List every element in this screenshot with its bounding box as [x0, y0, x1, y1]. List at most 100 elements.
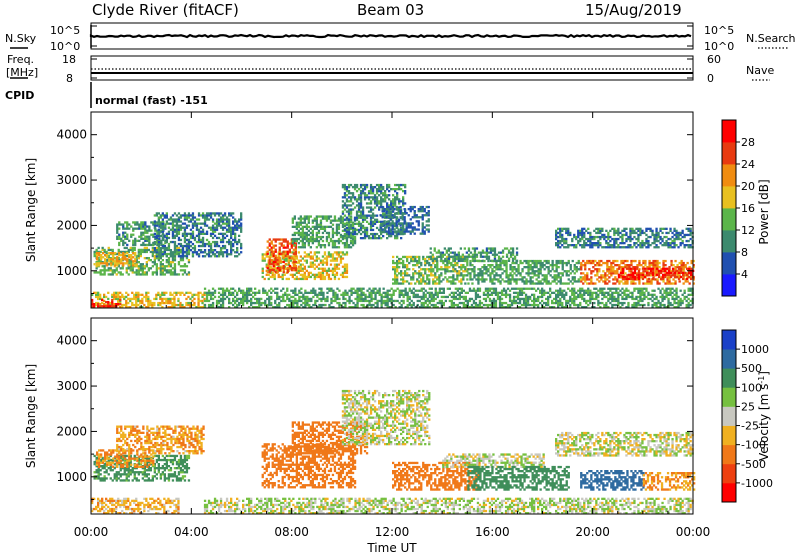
power-cells-cell-3 — [153, 303, 156, 307]
power-cells-cell-0 — [97, 257, 100, 260]
power-cells-cell-5 — [187, 238, 191, 242]
power-cells-cell-8 — [305, 233, 308, 237]
power-cells-cell-7 — [276, 262, 279, 266]
power-cells-cell-5 — [223, 212, 227, 215]
power-cells-cell-0 — [125, 254, 128, 258]
power-cells-cell-12 — [453, 253, 456, 256]
power-cells-cell-6 — [261, 255, 264, 258]
power-cells-cell-13 — [509, 272, 512, 275]
power-cells-cell-1 — [120, 258, 123, 261]
power-cells-cell-14 — [565, 246, 568, 249]
power-cells-cell-7 — [282, 271, 285, 274]
power-cells-cell-10 — [381, 216, 384, 219]
power-cells-cell-0 — [177, 273, 181, 276]
power-cells-cell-15 — [638, 259, 641, 263]
power-cells-cell-13 — [473, 272, 476, 275]
power-cells-cell-12 — [485, 253, 489, 256]
power-cells-cell-17 — [242, 291, 245, 294]
power-cells-cell-13 — [491, 280, 494, 283]
power-cells-cell-15 — [644, 270, 647, 273]
power-cells-cell-15 — [648, 266, 651, 269]
power-cells-cell-15 — [662, 261, 665, 265]
power-cells-cell-2 — [122, 231, 125, 234]
power-cells-cell-15 — [670, 259, 673, 263]
power-cells-cell-15 — [600, 278, 603, 281]
power-cells-cell-9 — [378, 186, 381, 189]
power-cells-cell-7 — [268, 256, 271, 259]
power-cells-cell-13 — [469, 259, 472, 263]
power-cells-cell-14 — [571, 244, 574, 247]
power-cells-cell-2 — [124, 221, 127, 224]
power-cells-cell-7 — [270, 269, 273, 272]
power-cells-cell-12 — [483, 251, 487, 254]
power-cells-cell-5 — [232, 242, 235, 246]
power-cells-cell-12 — [461, 253, 464, 256]
power-cells-cell-6 — [297, 267, 300, 270]
power-cells-cell-9 — [386, 220, 389, 223]
power-cells-cell-10 — [425, 224, 428, 227]
power-cells-cell-5 — [173, 224, 177, 227]
power-cells-cell-17 — [318, 287, 321, 290]
power-cells-cell-10 — [385, 208, 388, 211]
power-cells-cell-8 — [321, 215, 325, 218]
power-cells-cell-0 — [161, 271, 164, 274]
power-cells-cell-5 — [161, 244, 164, 248]
power-cells-cell-0 — [99, 261, 102, 264]
power-cells-cell-17 — [236, 297, 239, 301]
power-cells-cell-13 — [553, 276, 556, 279]
power-cells-cell-15 — [614, 259, 617, 263]
power-cells-cell-5 — [232, 222, 235, 225]
power-cells-cell-5 — [230, 232, 233, 235]
power-cells-cell-0 — [171, 273, 175, 276]
power-cells-cell-12 — [515, 253, 519, 256]
power-cells-cell-8 — [291, 239, 294, 243]
power-cells-cell-0 — [137, 267, 140, 270]
power-cells-cell-14 — [589, 246, 592, 249]
power-cells-cell-16 — [671, 269, 675, 272]
power-cells-cell-9 — [398, 198, 401, 201]
power-cells-cell-6 — [331, 267, 335, 270]
power-cells-cell-6 — [337, 251, 341, 254]
power-cells-cell-9 — [373, 196, 377, 199]
power-cells-cell-9 — [380, 237, 383, 240]
power-cells-cell-9 — [363, 216, 367, 219]
power-cells-cell-13 — [485, 272, 488, 275]
power-cells-cell-0 — [117, 250, 120, 254]
power-cells-cell-16 — [635, 273, 639, 276]
power-cells-cell-14 — [619, 242, 622, 245]
power-cells-cell-14 — [637, 237, 640, 241]
power-cells-cell-2 — [152, 241, 155, 245]
power-cells-cell-0 — [109, 261, 112, 264]
power-cells-cell-0 — [169, 269, 173, 272]
power-cells-cell-8 — [305, 215, 308, 218]
power-cells-cell-13 — [487, 268, 490, 271]
power-cells-cell-9 — [386, 232, 389, 236]
power-cells-cell-3 — [181, 291, 184, 294]
power-cells-cell-14 — [615, 242, 618, 245]
power-cells-cell-17 — [282, 297, 285, 301]
power-cells-cell-9 — [371, 216, 375, 219]
power-cells-cell-15 — [644, 261, 647, 265]
power-cells-cell-17 — [205, 297, 209, 301]
power-cells-cell-9 — [373, 220, 377, 223]
power-cells-cell-10 — [427, 228, 430, 231]
power-cells-cell-14 — [673, 242, 676, 245]
power-cells-cell-0 — [125, 269, 128, 272]
power-cells-cell-9 — [343, 183, 347, 187]
power-cells-cell-17 — [256, 291, 259, 294]
power-cells-cell-17 — [207, 289, 211, 292]
power-cells-cell-5 — [185, 216, 189, 219]
power-cells-cell-5 — [183, 212, 187, 215]
power-cells-cell-6 — [273, 275, 276, 279]
power-cells-cell-14 — [649, 244, 652, 247]
power-cells-cell-14 — [555, 244, 558, 247]
power-cells-cell-15 — [656, 278, 659, 281]
power-cells-cell-16 — [617, 275, 621, 279]
power-cells-cell-4 — [103, 303, 106, 306]
power-cells-cell-15 — [604, 272, 607, 275]
power-cells-cell-11 — [404, 264, 407, 267]
power-cells-cell-5 — [213, 244, 217, 248]
power-cells-cell-13 — [479, 274, 482, 277]
power-cells-cell-11 — [434, 274, 437, 277]
power-cells-cell-17 — [230, 291, 233, 294]
